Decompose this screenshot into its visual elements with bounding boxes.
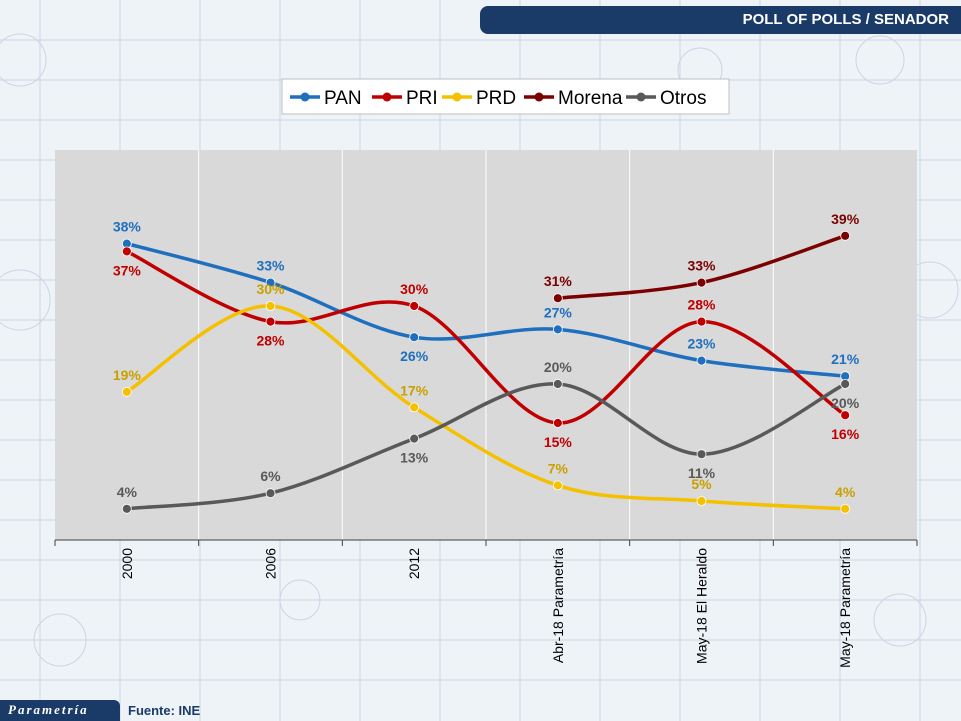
data-point-pri <box>552 418 563 428</box>
legend-label-pan: PAN <box>324 88 362 109</box>
source-note: Fuente: INE <box>128 703 201 718</box>
data-point-pri <box>696 316 707 327</box>
data-label-pan: 38% <box>113 219 142 235</box>
x-tick-label-2006: 2006 <box>263 548 279 579</box>
legend-marker-pri <box>382 92 392 102</box>
data-point-otros <box>409 433 420 444</box>
data-point-otros <box>552 379 563 389</box>
data-point-pri <box>840 410 851 421</box>
data-label-otros: 4% <box>117 484 138 500</box>
x-tick-label-2012: 2012 <box>406 548 422 579</box>
data-point-pan <box>696 355 707 366</box>
data-point-morena <box>840 230 851 241</box>
data-label-pri: 37% <box>113 262 142 278</box>
x-tick-label-2000: 2000 <box>119 548 135 579</box>
data-label-pan: 33% <box>256 258 285 274</box>
x-tick-label-may-18-parametr-a: May-18 Parametría <box>837 548 853 668</box>
data-point-prd <box>840 503 851 514</box>
header-bar: POLL OF POLLS / SENADOR <box>480 6 961 34</box>
data-labels: 38% 33% 26% 27% 23% 21% 37% 28% 30% 15% 28% 16% 19% 3… <box>113 211 860 500</box>
legend-marker-morena <box>534 92 544 102</box>
legend-label-prd: PRD <box>476 88 516 109</box>
data-points <box>121 230 851 514</box>
x-axis-ticks: 2000 2006 2012 Abr-18 Parametría May-18 El H… <box>54 540 918 668</box>
data-label-pri: 16% <box>831 426 860 442</box>
legend-label-otros: Otros <box>660 88 706 109</box>
x-tick-label-abr-18-parametr-a: Abr-18 Parametría <box>550 548 566 663</box>
data-label-pri: 15% <box>544 434 573 450</box>
data-label-otros: 13% <box>400 450 429 466</box>
data-point-morena <box>696 277 707 288</box>
series-line-pan <box>125 241 847 378</box>
data-label-prd: 19% <box>113 367 142 383</box>
data-label-morena: 39% <box>831 211 860 227</box>
data-point-prd <box>409 402 420 413</box>
legend-label-morena: Morena <box>558 88 623 109</box>
data-label-pri: 28% <box>687 297 716 313</box>
x-tick-label-may-18-el-heraldo: May-18 El Heraldo <box>694 548 710 664</box>
data-label-otros: 11% <box>688 465 716 481</box>
data-label-otros: 20% <box>831 395 860 411</box>
data-label-prd: 7% <box>548 460 569 476</box>
data-label-pan: 23% <box>687 336 716 352</box>
data-label-morena: 33% <box>687 258 716 274</box>
data-point-otros <box>265 488 276 499</box>
data-point-pan <box>552 324 563 335</box>
data-point-otros <box>840 379 851 389</box>
page-title: POLL OF POLLS / SENADOR <box>742 11 949 28</box>
data-label-prd: 30% <box>256 281 285 297</box>
data-point-prd <box>121 386 132 397</box>
footer-bar: Parametría <box>0 700 120 721</box>
data-label-pan: 26% <box>400 348 429 364</box>
data-point-pri <box>409 301 420 311</box>
data-point-otros <box>121 503 132 514</box>
data-label-pan: 21% <box>831 351 860 367</box>
data-label-pri: 28% <box>256 333 285 349</box>
data-point-otros <box>696 449 707 460</box>
series-line-otros <box>125 382 847 511</box>
data-point-pan <box>265 277 276 288</box>
data-point-prd <box>696 496 707 506</box>
data-point-pan <box>409 332 420 343</box>
data-label-otros: 6% <box>260 468 281 484</box>
legend-marker-prd <box>452 92 462 102</box>
data-label-morena: 31% <box>544 273 573 289</box>
brand-logo: Parametría <box>8 702 89 717</box>
data-label-pri: 30% <box>400 281 429 297</box>
data-point-morena <box>552 293 563 304</box>
legend-label-pri: PRI <box>406 88 438 109</box>
legend-marker-otros <box>636 92 646 102</box>
data-point-pri <box>265 316 276 327</box>
legend: PAN PRI PRD Morena Otros <box>290 88 706 109</box>
data-point-prd <box>265 301 276 311</box>
data-label-otros: 20% <box>544 359 573 375</box>
data-point-prd <box>552 480 563 491</box>
data-label-pan: 27% <box>544 304 573 320</box>
data-label-prd: 5% <box>691 476 712 492</box>
data-label-prd: 17% <box>400 382 429 398</box>
legend-marker-pan <box>300 92 310 102</box>
series-line-pri <box>125 249 847 425</box>
data-label-prd: 4% <box>835 484 856 500</box>
data-point-pri <box>121 246 132 257</box>
